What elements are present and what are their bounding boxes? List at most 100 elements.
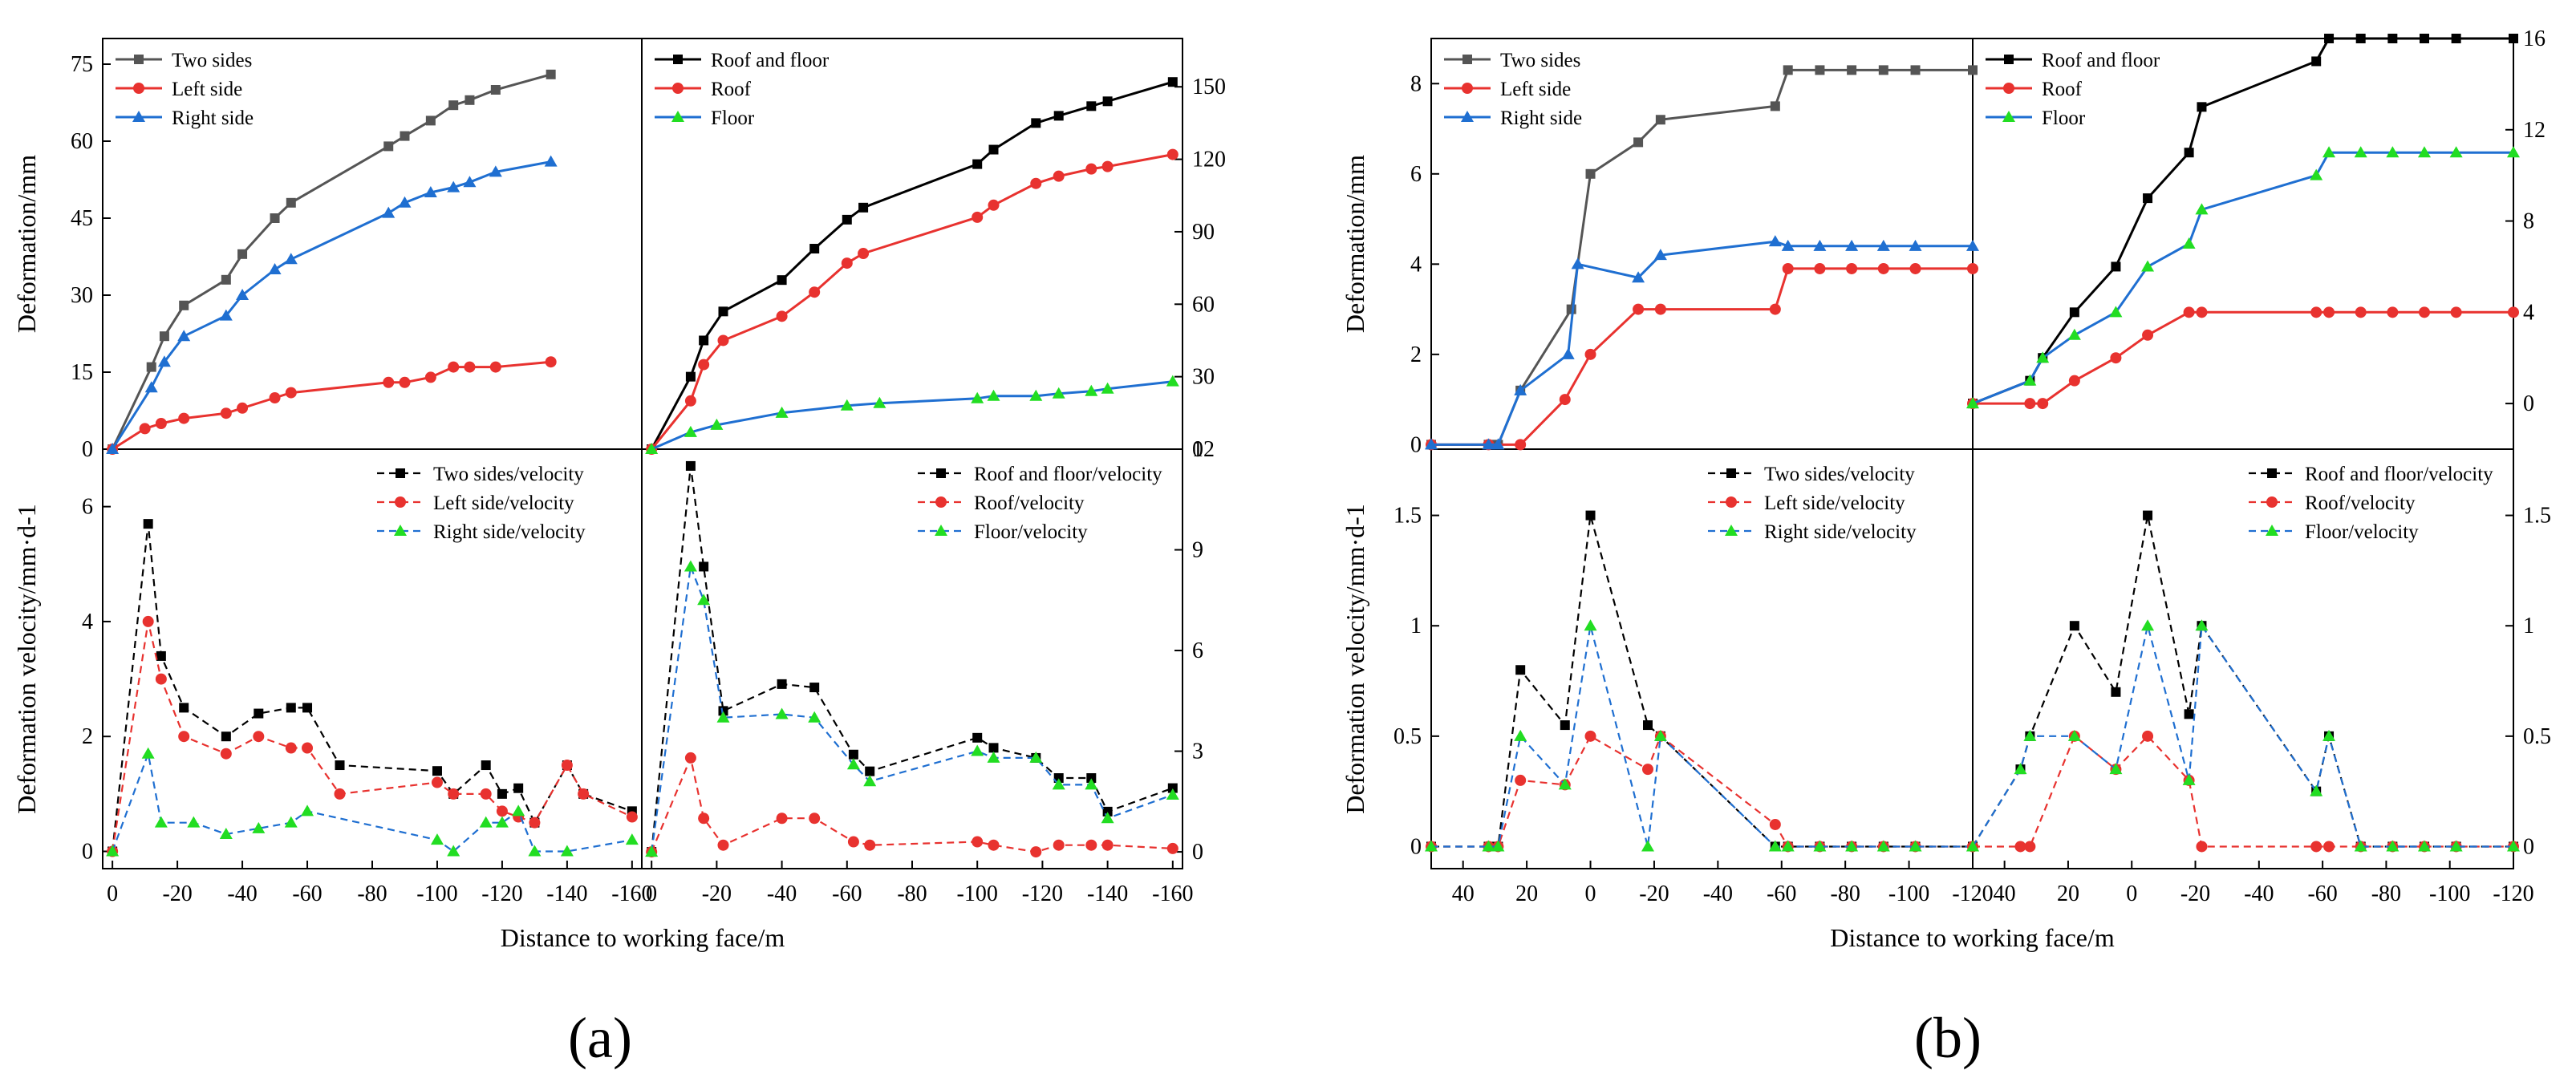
data-point bbox=[1166, 788, 1179, 800]
data-point bbox=[1085, 839, 1097, 851]
y-tick-label: 3 bbox=[1192, 740, 1203, 764]
data-point bbox=[842, 214, 852, 225]
series-line-roof bbox=[651, 153, 1174, 450]
data-point bbox=[146, 362, 156, 372]
series-line-floor-velocity bbox=[1972, 625, 2513, 848]
series-line-roof bbox=[1973, 310, 2513, 405]
data-point bbox=[775, 406, 789, 418]
legend-entry: Roof bbox=[2042, 79, 2083, 100]
data-point bbox=[2024, 398, 2036, 410]
subplot-b-top-right: 0 4 8 12 16 Roof and floor Roof Floor bbox=[1966, 26, 2546, 416]
data-point bbox=[988, 743, 999, 753]
legend-marker bbox=[2267, 468, 2277, 478]
legend-marker bbox=[2004, 55, 2014, 64]
data-point bbox=[971, 391, 984, 403]
data-point bbox=[1968, 65, 1978, 75]
data-point bbox=[1781, 840, 1795, 852]
data-point bbox=[2184, 709, 2194, 719]
data-point bbox=[1877, 262, 1889, 274]
y-axis-label-top: Deformation/mm bbox=[12, 155, 41, 333]
data-point bbox=[848, 749, 858, 760]
data-point bbox=[1654, 303, 1666, 315]
data-point bbox=[699, 335, 709, 346]
data-point bbox=[988, 839, 1000, 851]
data-point bbox=[335, 760, 345, 771]
y-tick-label: 15 bbox=[71, 360, 93, 385]
data-point bbox=[1166, 375, 1179, 387]
data-point bbox=[1633, 303, 1645, 315]
data-point bbox=[808, 711, 821, 723]
legend-entry: Floor/velocity bbox=[2305, 521, 2419, 543]
data-point bbox=[1101, 812, 1114, 824]
x-tick-label: 0 bbox=[2126, 881, 2137, 906]
legend-marker bbox=[2266, 525, 2278, 536]
data-point bbox=[710, 418, 724, 430]
data-point bbox=[2069, 307, 2079, 318]
data-point bbox=[1967, 262, 1978, 274]
data-point bbox=[544, 155, 558, 167]
data-point bbox=[2141, 619, 2155, 631]
panel-label: (a) bbox=[568, 1006, 632, 1070]
panel-label: (b) bbox=[1914, 1006, 1982, 1070]
legend-entry: Roof and floor/velocity bbox=[2305, 464, 2493, 485]
data-point bbox=[645, 845, 659, 857]
data-point bbox=[545, 356, 557, 368]
data-point bbox=[1876, 840, 1890, 852]
data-point bbox=[2507, 146, 2520, 158]
data-point bbox=[841, 257, 853, 269]
data-point bbox=[301, 804, 314, 817]
data-point bbox=[698, 812, 710, 825]
data-point bbox=[144, 381, 158, 393]
data-point bbox=[1910, 65, 1921, 75]
data-point bbox=[432, 766, 442, 776]
data-point bbox=[221, 731, 231, 742]
data-point bbox=[106, 845, 120, 857]
data-point bbox=[2354, 146, 2367, 158]
data-point bbox=[2182, 237, 2196, 249]
data-point bbox=[988, 144, 999, 155]
data-point bbox=[1515, 439, 1527, 451]
x-tick-label: -20 bbox=[2180, 881, 2210, 906]
y-tick-label: 45 bbox=[71, 206, 93, 231]
data-point bbox=[480, 788, 492, 800]
subplot-a-bottom-left: 0 2 4 6 Two sides/velocity Left side/velocity… bbox=[82, 464, 639, 865]
data-point bbox=[1561, 347, 1575, 359]
data-point bbox=[987, 389, 1000, 401]
data-point bbox=[187, 816, 201, 828]
data-point bbox=[684, 395, 696, 407]
y-tick-label: 0 bbox=[2523, 834, 2534, 859]
data-point bbox=[1770, 101, 1780, 111]
x-tick-label: -140 bbox=[546, 881, 587, 906]
data-point bbox=[141, 747, 155, 759]
data-point bbox=[425, 115, 436, 126]
legend-marker bbox=[134, 55, 144, 64]
x-tick-label: -100 bbox=[416, 881, 457, 906]
data-point bbox=[447, 845, 460, 857]
x-tick-label: 0 bbox=[646, 881, 657, 906]
x-tick-label: -120 bbox=[2493, 881, 2533, 906]
data-point bbox=[284, 253, 298, 265]
data-point bbox=[971, 744, 984, 756]
y-axis-label-bottom: Deformation velocity/mm·d-1 bbox=[1341, 504, 1369, 814]
data-point bbox=[1584, 730, 1596, 742]
data-point bbox=[285, 742, 297, 754]
data-point bbox=[685, 460, 696, 471]
data-point bbox=[2142, 730, 2154, 742]
subplot-b-bottom-right: 0 0.5 1 1.5 Roof and floor/velocity Roof/velo… bbox=[1966, 464, 2551, 859]
data-point bbox=[219, 309, 233, 321]
data-point bbox=[546, 69, 556, 79]
data-point bbox=[1560, 720, 1570, 731]
data-point bbox=[698, 359, 710, 371]
data-point bbox=[1845, 239, 1859, 251]
x-tick-label: -40 bbox=[1703, 881, 1733, 906]
data-point bbox=[2197, 102, 2207, 112]
data-point bbox=[1425, 840, 1438, 852]
data-point bbox=[2355, 306, 2367, 318]
data-point bbox=[2111, 261, 2121, 272]
data-point bbox=[1815, 65, 1825, 75]
x-tick-label: -60 bbox=[292, 881, 322, 906]
data-point bbox=[561, 760, 573, 772]
data-point bbox=[809, 286, 821, 298]
data-point bbox=[221, 274, 231, 285]
data-point bbox=[864, 839, 876, 851]
